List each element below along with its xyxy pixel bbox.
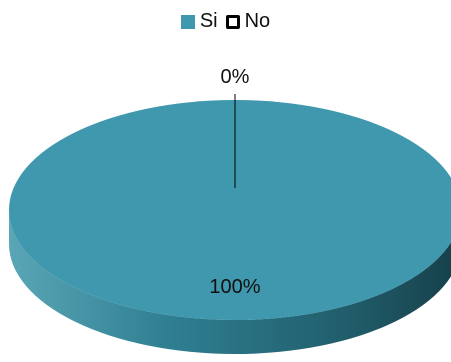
legend-label-si: Si [199,10,218,32]
data-label-si: 100% [209,276,261,298]
legend-item-si: Si [180,10,218,33]
chart-legend: Si No [0,10,451,33]
legend-swatch-si [180,14,195,29]
pie-slice-si [9,100,451,320]
data-label-no: 0% [220,66,250,88]
legend-label-no: No [244,10,271,32]
pie-slice-side-si [9,210,451,354]
legend-swatch-no [225,14,240,29]
legend-item-no: No [225,10,271,33]
